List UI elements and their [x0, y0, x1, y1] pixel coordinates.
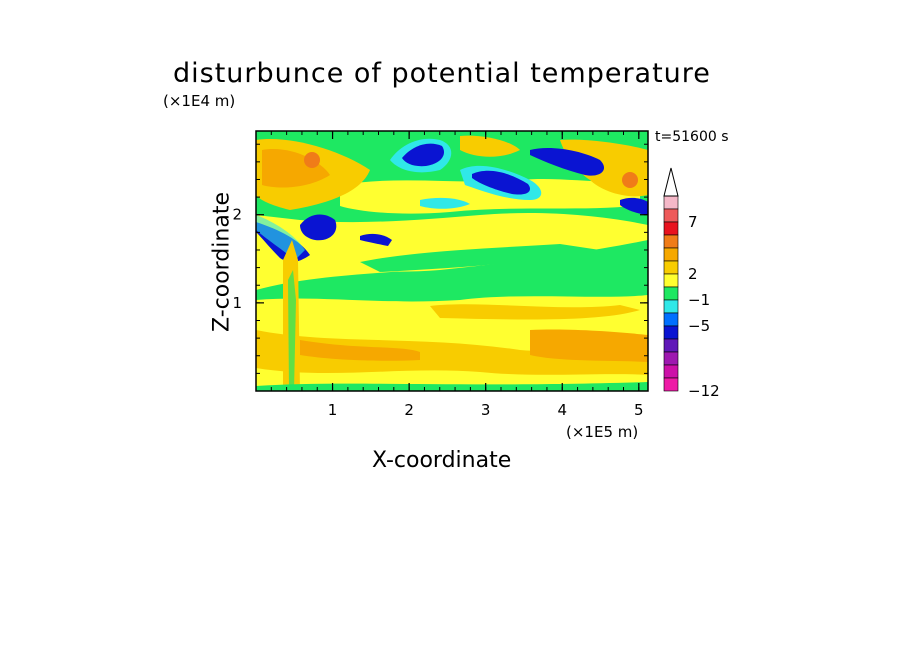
field-surface-strip: [256, 382, 648, 391]
heatmap-field: [256, 131, 648, 391]
field-warm-core-left: [262, 149, 330, 188]
colorbar-label: −5: [688, 317, 710, 335]
y-tick-label: 1: [232, 294, 242, 312]
x-axis-ticks: 1 2 3 4 5: [270, 131, 644, 419]
field-cold-streak: [360, 233, 392, 246]
field-cold-core-4: [620, 197, 648, 215]
colorbar-label: −1: [688, 291, 710, 309]
field-low-orange-patch: [300, 340, 420, 361]
colorbar-swatch: [663, 247, 679, 262]
field-cold-core-1: [402, 143, 445, 167]
chart-title: disturbunce of potential temperature: [173, 58, 711, 89]
colorbar-swatch: [663, 195, 679, 210]
colorbar-label: 2: [688, 265, 698, 283]
field-plume-core: [288, 270, 296, 391]
colorbar-swatch: [663, 299, 679, 314]
colorbar-swatch: [663, 234, 679, 249]
y-tick-label: 2: [232, 206, 242, 224]
field-low-warm-band: [256, 330, 648, 375]
colorbar-swatch: [663, 312, 679, 327]
field-warm-peak: [304, 152, 320, 168]
time-annotation: t=51600 s: [655, 129, 729, 145]
y-axis-ticks: 12: [232, 143, 648, 374]
colorbar-swatch: [663, 221, 679, 236]
colorbar-label: 7: [688, 213, 698, 231]
colorbar-swatch: [663, 260, 679, 275]
colorbar-over-arrow: [663, 167, 679, 197]
colorbar-swatch: [663, 351, 679, 366]
x-axis-label: X-coordinate: [372, 448, 512, 473]
x-tick-label: 3: [481, 401, 491, 419]
x-tick-label: 4: [557, 401, 567, 419]
colorbar-swatch: [663, 208, 679, 223]
field-warm-pocket-top: [460, 135, 520, 157]
y-axis-unit: (×1E4 m): [163, 92, 236, 110]
plot-frame: [255, 130, 649, 392]
field-cyan-patch: [420, 197, 470, 209]
colorbar-label: −12: [688, 382, 720, 400]
field-cold-core-3: [530, 148, 605, 176]
colorbar-swatch: [663, 377, 679, 392]
field-low-orange-patch-2: [530, 329, 648, 362]
field-upper-yellow: [340, 178, 640, 214]
colorbar-swatch: [663, 286, 679, 301]
field-cold-core-5: [300, 214, 337, 241]
colorbar-swatch: [663, 338, 679, 353]
field-cold-core-2: [472, 170, 531, 195]
colorbar-swatch: [663, 273, 679, 288]
colorbar-swatch: [663, 364, 679, 379]
x-axis-unit: (×1E5 m): [566, 423, 639, 441]
field-mid-warm-band: [430, 304, 640, 320]
x-tick-label: 1: [328, 401, 338, 419]
colorbar-swatch: [663, 325, 679, 340]
colorbar: 7 2 −1 −5 −12: [663, 167, 720, 400]
field-green-strip: [360, 244, 600, 272]
x-tick-label: 5: [634, 401, 644, 419]
field-warm-peak-right: [622, 172, 638, 188]
y-axis-label: Z-coordinate: [209, 192, 235, 332]
x-tick-label: 2: [404, 401, 414, 419]
